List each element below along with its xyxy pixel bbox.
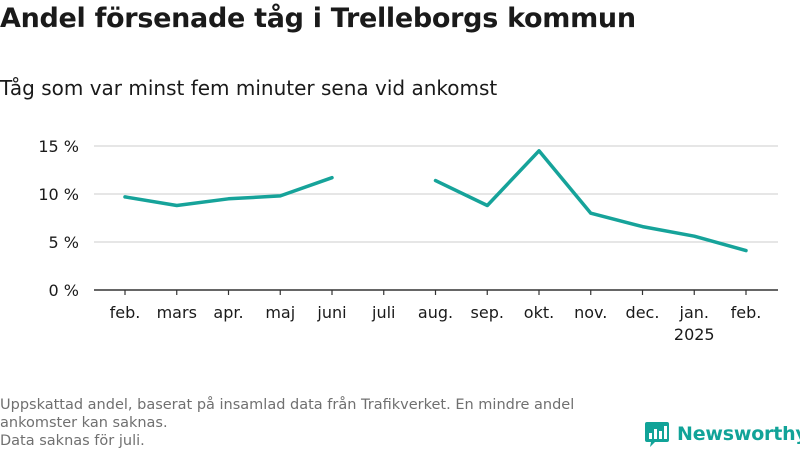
x-tick-label: mars xyxy=(157,303,197,322)
x-tick-label: jan. xyxy=(679,303,709,322)
line-chart: 0 % 5 % 10 % 15 % feb. mars apr. maj juni juli au… xyxy=(38,137,778,344)
chart-title: Andel försenade tåg i Trelleborgs kommun xyxy=(0,3,636,34)
gridlines xyxy=(94,145,778,243)
x-tick-label: aug. xyxy=(418,303,453,322)
x-tick-label: okt. xyxy=(524,303,554,322)
x-tick-label: maj xyxy=(265,303,295,322)
y-tick-label: 10 % xyxy=(38,185,79,204)
x-tick-label: nov. xyxy=(574,303,607,322)
brand-name: Newsworthy xyxy=(677,423,800,445)
x-axis-ticks: feb. mars apr. maj juni juli aug. sep. okt. nov. d… xyxy=(110,290,762,344)
footer-missing-note: Data saknas för juli. xyxy=(0,433,145,449)
x-tick-label: juli xyxy=(371,303,395,322)
y-tick-label: 5 % xyxy=(49,233,79,252)
chart-subtitle: Tåg som var minst fem minuter sena vid a… xyxy=(0,76,498,100)
x-tick-label: feb. xyxy=(731,303,762,322)
brand-logo: Newsworthy xyxy=(644,420,800,448)
y-axis-tick-labels: 0 % 5 % 10 % 15 % xyxy=(38,137,79,300)
data-series xyxy=(123,149,748,253)
x-tick-year-label: 2025 xyxy=(674,325,715,344)
x-tick-label: juni xyxy=(316,303,346,322)
x-tick-label: dec. xyxy=(626,303,660,322)
series-line xyxy=(433,149,748,253)
y-tick-label: 0 % xyxy=(49,281,79,300)
chart-footer: Uppskattad andel, baserat på insamlad da… xyxy=(0,396,630,450)
x-tick-label: apr. xyxy=(213,303,243,322)
newsworthy-logo-icon xyxy=(645,422,669,447)
x-tick-label: sep. xyxy=(471,303,504,322)
series-line xyxy=(123,175,334,208)
footer-note: Uppskattad andel, baserat på insamlad da… xyxy=(0,397,575,431)
x-tick-label: feb. xyxy=(110,303,141,322)
y-tick-label: 15 % xyxy=(38,137,79,156)
